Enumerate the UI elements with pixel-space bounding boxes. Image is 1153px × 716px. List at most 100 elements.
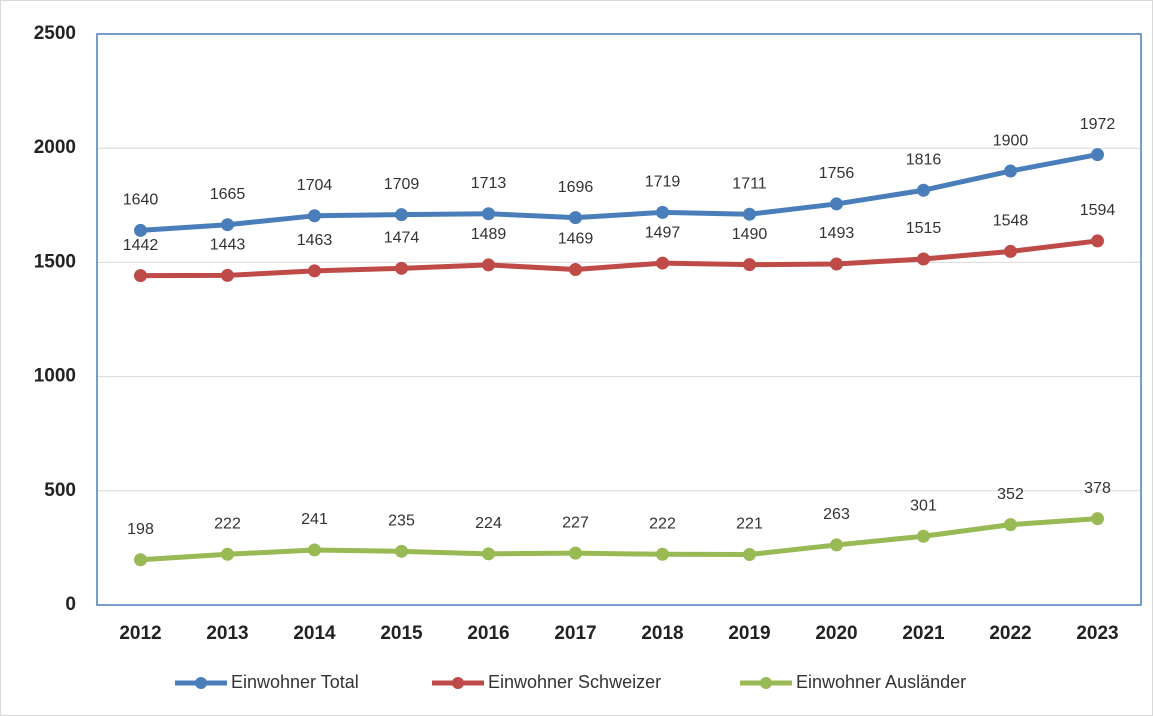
x-tick-label: 2019 [728, 623, 770, 644]
data-point [830, 197, 843, 211]
data-point [482, 258, 495, 272]
data-point [482, 207, 495, 221]
data-label: 1665 [210, 186, 246, 203]
data-label: 222 [214, 516, 241, 533]
data-label: 352 [997, 486, 1024, 503]
data-point [482, 547, 495, 561]
data-point [395, 544, 408, 558]
data-label: 263 [823, 506, 850, 523]
data-point [221, 218, 234, 232]
x-tick-label: 2022 [989, 623, 1031, 644]
data-point [1091, 512, 1104, 526]
data-label: 1711 [732, 175, 767, 192]
x-tick-label: 2016 [467, 623, 509, 644]
data-label: 221 [736, 516, 763, 533]
data-point [569, 262, 582, 276]
data-point [308, 543, 321, 557]
data-label: 1696 [558, 179, 594, 196]
data-label: 1442 [123, 237, 159, 254]
data-label: 227 [562, 514, 589, 531]
data-label: 378 [1084, 480, 1111, 497]
data-point [830, 538, 843, 552]
data-label: 1816 [906, 151, 942, 168]
legend-label: Einwohner Total [231, 672, 359, 692]
data-label: 1756 [819, 165, 855, 182]
plot-border [96, 33, 1142, 606]
data-label: 301 [910, 497, 937, 514]
y-tick-label: 2000 [34, 137, 76, 158]
data-point [134, 553, 147, 567]
data-point [134, 269, 147, 283]
data-label: 222 [649, 516, 676, 533]
data-point [917, 529, 930, 543]
data-label: 1497 [645, 224, 681, 241]
data-point [395, 208, 408, 222]
data-label: 235 [388, 513, 415, 530]
data-label: 1719 [645, 174, 681, 191]
data-label: 1515 [906, 220, 942, 237]
data-point [1004, 164, 1017, 178]
x-tick-label: 2021 [902, 623, 945, 644]
series-line [140, 238, 1098, 279]
y-tick-label: 0 [65, 594, 76, 615]
data-label: 1490 [732, 226, 768, 243]
x-tick-label: 2017 [554, 623, 596, 644]
data-point [221, 268, 234, 282]
data-point [308, 209, 321, 223]
data-label: 198 [127, 521, 154, 538]
data-point [569, 211, 582, 225]
legend-label: Einwohner Ausländer [796, 672, 966, 692]
data-label: 1493 [819, 225, 855, 242]
x-tick-label: 2018 [641, 623, 683, 644]
data-point [656, 256, 669, 270]
legend-label: Einwohner Schweizer [488, 672, 661, 692]
data-label: 224 [475, 515, 502, 532]
data-point [134, 223, 147, 237]
series-line [140, 516, 1098, 563]
legend-marker [760, 677, 772, 689]
data-point [830, 257, 843, 271]
data-point [1091, 148, 1104, 162]
data-point [743, 207, 756, 221]
data-point [1091, 234, 1104, 248]
y-tick-label: 1000 [34, 366, 76, 387]
data-point [656, 547, 669, 561]
x-tick-label: 2015 [380, 623, 423, 644]
data-label: 241 [301, 511, 328, 528]
data-label: 1704 [297, 177, 333, 194]
x-tick-label: 2014 [293, 623, 336, 644]
data-label: 1713 [471, 175, 507, 192]
legend-marker [195, 677, 207, 689]
data-point [656, 205, 669, 219]
data-label: 1469 [558, 231, 594, 248]
data-point [569, 546, 582, 560]
data-label: 1474 [384, 230, 420, 247]
x-tick-label: 2020 [815, 623, 857, 644]
data-label: 1463 [297, 232, 333, 249]
data-label: 1900 [993, 132, 1029, 149]
data-point [917, 183, 930, 197]
data-label: 1489 [471, 226, 507, 243]
data-label: 1709 [384, 176, 420, 193]
data-point [743, 258, 756, 272]
data-point [395, 261, 408, 275]
x-tick-label: 2012 [119, 623, 161, 644]
y-tick-label: 1500 [34, 251, 76, 272]
y-tick-label: 500 [44, 480, 76, 501]
x-tick-label: 2013 [206, 623, 248, 644]
data-label: 1548 [993, 213, 1029, 230]
data-point [743, 548, 756, 562]
data-point [1004, 244, 1017, 258]
legend-marker [452, 677, 464, 689]
data-point [1004, 518, 1017, 532]
data-point [221, 547, 234, 561]
series-line [140, 152, 1098, 233]
data-point [917, 252, 930, 266]
y-tick-label: 2500 [34, 23, 76, 44]
x-tick-label: 2023 [1076, 623, 1118, 644]
data-label: 1640 [123, 192, 159, 209]
data-point [308, 264, 321, 278]
data-label: 1594 [1080, 202, 1116, 219]
